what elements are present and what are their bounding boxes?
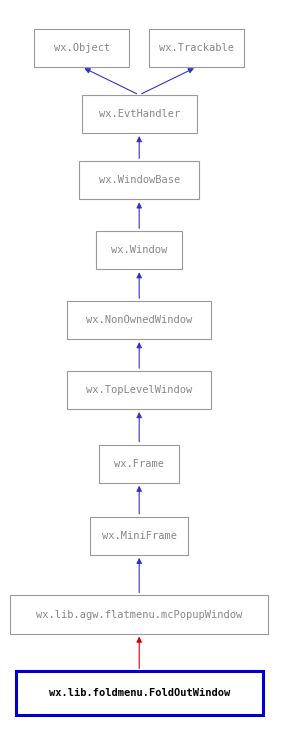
FancyBboxPatch shape xyxy=(149,29,244,67)
Text: wx.MiniFrame: wx.MiniFrame xyxy=(102,531,177,541)
FancyBboxPatch shape xyxy=(96,231,182,269)
FancyBboxPatch shape xyxy=(10,595,268,634)
Text: wx.Trackable: wx.Trackable xyxy=(159,43,234,53)
FancyBboxPatch shape xyxy=(16,671,263,715)
Text: wx.Frame: wx.Frame xyxy=(114,459,164,469)
Text: wx.lib.foldmenu.FoldOutWindow: wx.lib.foldmenu.FoldOutWindow xyxy=(49,688,230,698)
FancyBboxPatch shape xyxy=(90,517,188,555)
Text: wx.TopLevelWindow: wx.TopLevelWindow xyxy=(86,385,192,395)
FancyBboxPatch shape xyxy=(82,95,197,133)
FancyBboxPatch shape xyxy=(67,301,211,339)
FancyBboxPatch shape xyxy=(79,161,199,199)
Text: wx.Window: wx.Window xyxy=(111,245,167,255)
FancyBboxPatch shape xyxy=(67,371,211,409)
Text: wx.Object: wx.Object xyxy=(54,43,110,53)
FancyBboxPatch shape xyxy=(34,29,129,67)
Text: wx.lib.agw.flatmenu.mcPopupWindow: wx.lib.agw.flatmenu.mcPopupWindow xyxy=(36,609,242,620)
Text: wx.NonOwnedWindow: wx.NonOwnedWindow xyxy=(86,315,192,325)
Text: wx.EvtHandler: wx.EvtHandler xyxy=(98,109,180,119)
Text: wx.WindowBase: wx.WindowBase xyxy=(98,175,180,185)
FancyBboxPatch shape xyxy=(99,445,179,483)
